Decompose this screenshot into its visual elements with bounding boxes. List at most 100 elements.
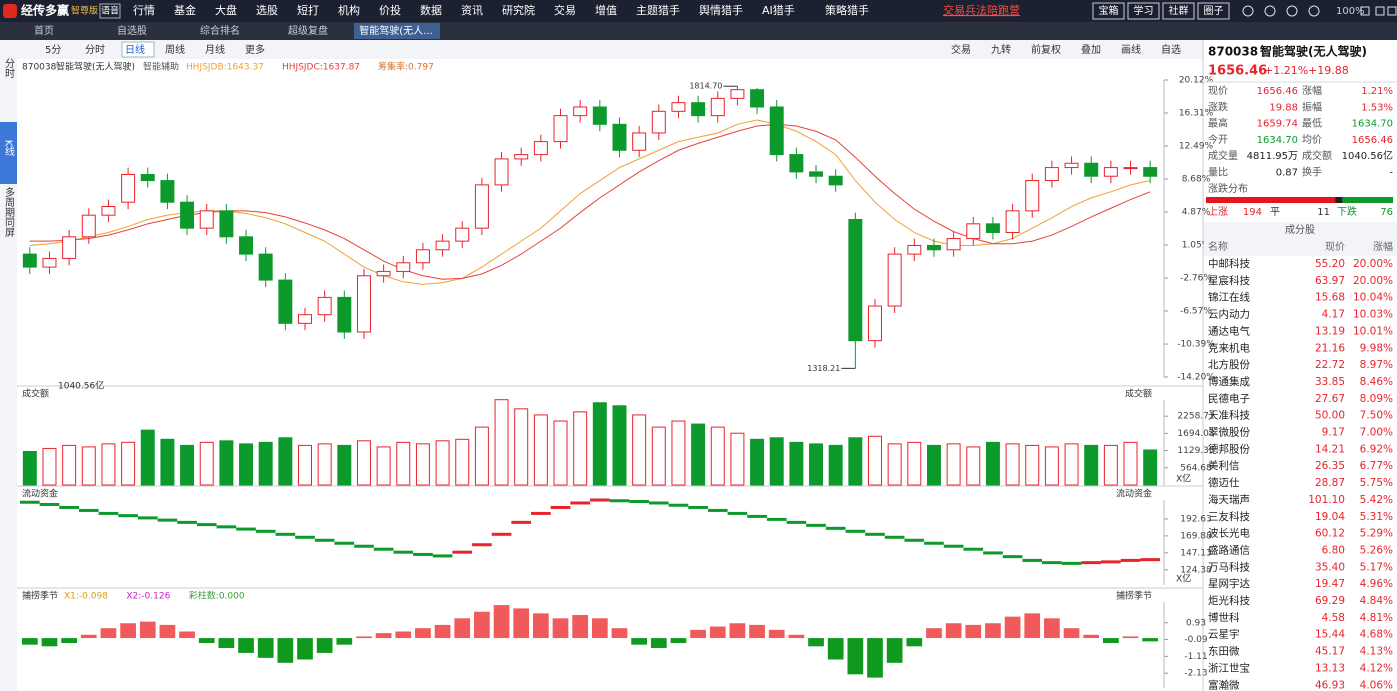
window-control[interactable] — [1387, 6, 1397, 16]
stock-name[interactable]: 中邮科技 — [1208, 257, 1250, 270]
tab[interactable]: 自选股 — [117, 24, 147, 37]
toolbar-item[interactable]: 自选 — [1161, 43, 1181, 56]
stock-name[interactable]: 德迈仕 — [1208, 476, 1240, 489]
tab[interactable]: 智能驾驶(无人... — [359, 24, 432, 37]
menu-button-label[interactable]: 圈子 — [1204, 5, 1224, 17]
volume-bar — [946, 443, 961, 486]
stock-name[interactable]: 民德电子 — [1208, 392, 1250, 405]
menu-item[interactable]: 主题猎手 — [636, 3, 680, 17]
stock-name[interactable]: 博世科 — [1208, 611, 1240, 624]
tab[interactable]: 首页 — [34, 24, 54, 37]
flow-mark — [904, 538, 925, 542]
stock-name[interactable]: 北方股份 — [1208, 358, 1250, 371]
stock-name[interactable]: 海天瑞声 — [1208, 493, 1250, 506]
toolbar-item[interactable]: 更多 — [245, 43, 265, 56]
menu-button-label[interactable]: 学习 — [1134, 4, 1154, 17]
menu-item[interactable]: 数据 — [420, 3, 442, 17]
menu-icon[interactable] — [1308, 5, 1320, 17]
stock-name[interactable]: 星网宇达 — [1208, 577, 1250, 590]
stock-name[interactable]: 锦江在线 — [1208, 291, 1250, 304]
stock-name[interactable]: 星宸科技 — [1208, 274, 1250, 287]
window-control[interactable] — [1375, 6, 1385, 16]
menu-item[interactable]: AI猎手 — [762, 3, 795, 17]
toolbar-item[interactable]: 交易 — [951, 43, 971, 56]
volume-bar — [219, 440, 234, 486]
tab-active[interactable] — [354, 23, 440, 39]
flow-mark — [924, 541, 944, 545]
menu-item[interactable]: 机构 — [338, 3, 360, 17]
stock-name[interactable]: 翠微股份 — [1208, 426, 1250, 439]
window-control[interactable] — [1360, 6, 1370, 16]
candle-body — [710, 97, 725, 117]
stock-name[interactable]: 通达电气 — [1208, 324, 1250, 337]
stock-name[interactable]: 克来机电 — [1208, 341, 1250, 354]
macd-bar — [434, 624, 451, 639]
stock-name[interactable]: 东田微 — [1208, 645, 1240, 658]
stock-name[interactable]: 天准科技 — [1208, 409, 1250, 422]
stock-name[interactable]: 德邦股份 — [1208, 442, 1250, 455]
menu-item[interactable]: 基金 — [174, 3, 196, 17]
tab[interactable]: 综合排名 — [200, 24, 240, 37]
stock-name[interactable]: 浙江世宝 — [1208, 661, 1250, 674]
stock-name[interactable]: 富瀚微 — [1208, 678, 1240, 691]
menu-item[interactable]: 策略猎手 — [825, 3, 869, 17]
toolbar-item[interactable]: 前复权 — [1031, 43, 1061, 56]
menu-button-label[interactable]: 社群 — [1169, 4, 1189, 17]
menu-icon[interactable] — [1242, 5, 1254, 17]
menu-item[interactable]: 短打 — [297, 3, 319, 17]
volume-bar — [926, 444, 941, 486]
menu-button[interactable] — [1197, 2, 1230, 20]
stock-name[interactable]: 万马科技 — [1208, 560, 1250, 573]
menu-icon[interactable] — [1286, 5, 1298, 17]
menu-button-label[interactable]: 宝箱 — [1099, 4, 1119, 17]
sidebar-item[interactable]: 多周期同屏 — [3, 186, 15, 238]
stock-name[interactable]: 炬光科技 — [1208, 594, 1250, 607]
menu-item[interactable]: 研究院 — [502, 3, 535, 17]
toolbar-item[interactable]: 5分 — [45, 44, 61, 56]
stock-value: 4.13% — [1360, 646, 1393, 658]
voice-box[interactable] — [99, 3, 121, 19]
menu-item[interactable]: 舆情猎手 — [699, 3, 743, 17]
stock-name[interactable]: 波长光电 — [1208, 527, 1250, 540]
menu-item[interactable]: 交易 — [554, 3, 576, 17]
flow-mark — [688, 505, 708, 509]
menu-item[interactable]: 行情 — [133, 4, 155, 17]
menu-item[interactable]: 资讯 — [461, 4, 483, 17]
tab[interactable]: 超级复盘 — [288, 24, 328, 37]
menu-promo[interactable]: 交易兵法陪跑营 — [943, 3, 1020, 17]
candle-body — [868, 305, 882, 342]
toolbar-item[interactable]: 月线 — [205, 43, 225, 56]
stock-name[interactable]: 美利信 — [1208, 459, 1240, 472]
stock-name[interactable]: 云星宇 — [1208, 628, 1240, 641]
volume-bar — [592, 402, 607, 486]
menu-button[interactable] — [1092, 2, 1125, 20]
toolbar-item[interactable]: 周线 — [165, 43, 185, 56]
toolbar-item[interactable]: 九转 — [991, 43, 1011, 56]
menu-item[interactable]: 增值 — [595, 3, 617, 17]
toolbar-item[interactable]: 分时 — [85, 44, 105, 56]
sidebar-item[interactable]: 分时 — [3, 58, 15, 78]
macd-bar — [709, 626, 726, 639]
menu-item[interactable]: 价投 — [379, 3, 401, 17]
flow-mark — [786, 520, 807, 524]
stock-name[interactable]: 云内动力 — [1208, 308, 1250, 321]
candle-body — [1005, 210, 1020, 233]
toolbar-item[interactable]: 画线 — [1121, 43, 1141, 56]
macd-bar — [847, 638, 864, 675]
menu-button[interactable] — [1162, 2, 1195, 20]
toolbar-item[interactable]: 日线 — [125, 43, 145, 56]
menu-icon[interactable] — [1264, 5, 1276, 17]
stock-name[interactable]: 盛路通信 — [1208, 543, 1250, 556]
sidebar-item[interactable]: K线 — [3, 140, 15, 157]
macd-bar — [41, 638, 58, 647]
stock-name[interactable]: 三友科技 — [1208, 510, 1250, 523]
stock-name[interactable]: 博通集成 — [1208, 375, 1250, 388]
menu-button[interactable] — [1127, 2, 1160, 20]
flow-mark — [275, 532, 296, 536]
menu-item[interactable]: 选股 — [256, 4, 278, 17]
voice[interactable]: 语音 — [101, 5, 119, 17]
toolbar-item[interactable]: 叠加 — [1081, 44, 1101, 56]
toolbar-active[interactable] — [121, 41, 155, 58]
menu-item[interactable]: 大盘 — [215, 3, 237, 17]
volume-bar — [415, 443, 430, 486]
